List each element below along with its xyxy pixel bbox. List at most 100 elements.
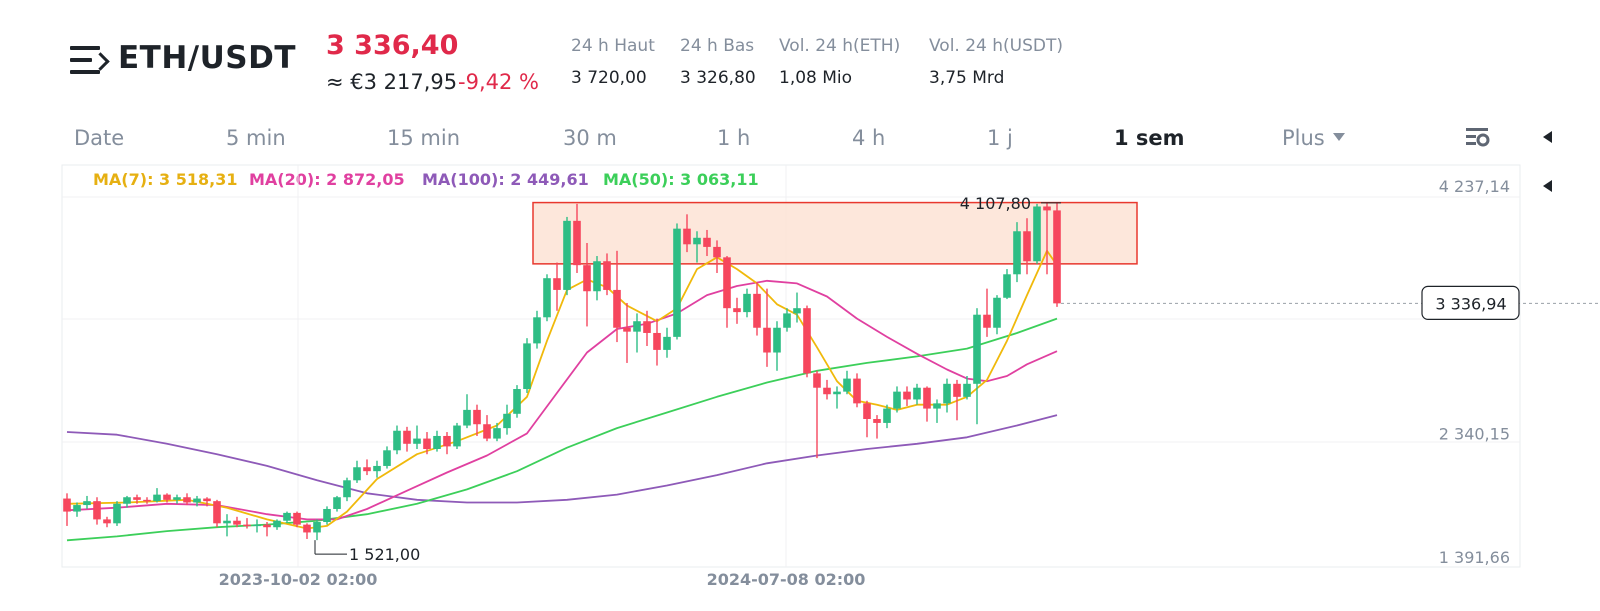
candle <box>433 430 441 452</box>
candle-body <box>213 501 221 524</box>
tab-plus[interactable]: Plus <box>1282 126 1345 150</box>
candle-body <box>63 498 71 512</box>
candle-body <box>543 278 551 318</box>
candle-body <box>1013 231 1021 275</box>
candle <box>263 522 271 537</box>
candle <box>653 318 661 366</box>
candle-body <box>283 512 291 521</box>
candle <box>363 459 371 476</box>
candle-body <box>813 373 821 388</box>
candle-body <box>603 261 611 290</box>
candle <box>593 256 601 301</box>
candle-body <box>523 343 531 390</box>
candle-body <box>513 389 521 414</box>
price-change: -9,42 % <box>458 70 539 94</box>
candle <box>903 386 911 406</box>
candle-body <box>253 524 261 527</box>
candle <box>673 223 681 340</box>
candle-body <box>593 261 601 292</box>
candle <box>633 313 641 353</box>
stat-label-high: 24 h Haut <box>571 36 655 56</box>
candle-body <box>743 293 751 313</box>
candle <box>723 256 731 328</box>
candle-body <box>753 293 761 328</box>
candle-body <box>243 524 251 527</box>
candle-body <box>663 336 671 350</box>
candle <box>473 404 481 436</box>
candle-body <box>103 519 111 524</box>
candle <box>543 274 551 322</box>
candle-body <box>613 289 621 328</box>
candle-body <box>1033 206 1041 262</box>
candle-body <box>863 403 871 420</box>
candle <box>833 386 841 409</box>
candle-body <box>203 498 211 502</box>
candle <box>793 292 801 323</box>
candle-body <box>413 438 421 444</box>
candle-body <box>483 424 491 439</box>
chart-settings-icon[interactable] <box>1464 125 1492 149</box>
candle-body <box>373 465 381 472</box>
tab-plus-label: Plus <box>1282 126 1325 150</box>
x-tick-label: 2024-07-08 02:00 <box>707 570 866 589</box>
candle <box>1003 269 1011 300</box>
candle-body <box>313 522 321 533</box>
eur-price: ≈ €3 217,95 <box>326 70 458 94</box>
candle-body <box>383 450 391 466</box>
menu-icon[interactable] <box>70 46 110 76</box>
candle-body <box>553 278 561 290</box>
candle <box>813 370 821 459</box>
candle <box>983 288 991 337</box>
candle <box>773 321 781 371</box>
collapse-arrow-icon[interactable] <box>1543 131 1552 143</box>
candle-body <box>1003 274 1011 298</box>
candle <box>663 327 671 358</box>
candle-body <box>143 499 151 502</box>
candle-body <box>403 430 411 444</box>
candle <box>973 308 981 425</box>
candle-body <box>733 308 741 313</box>
candle-body <box>993 297 1001 328</box>
stat-label-vol-usdt: Vol. 24 h(USDT) <box>929 36 1064 56</box>
candle <box>863 400 871 438</box>
candle-body <box>123 497 131 504</box>
candle-body <box>913 387 921 400</box>
candle-body <box>853 378 861 404</box>
candle <box>963 375 971 400</box>
candle <box>173 494 181 504</box>
candle-body <box>263 524 271 528</box>
tab-15min[interactable]: 15 min <box>387 126 460 150</box>
tab-1h[interactable]: 1 h <box>717 126 751 150</box>
candle-body <box>73 505 81 512</box>
candle-body <box>273 520 281 528</box>
collapse-arrow-icon-2[interactable] <box>1543 180 1552 192</box>
candle-body <box>423 438 431 449</box>
candle-body <box>153 494 161 502</box>
tab-5min[interactable]: 5 min <box>226 126 286 150</box>
candle <box>573 203 581 273</box>
annotations: 4 107,80 1 521,00 3 336,94 <box>314 194 1600 564</box>
candle-body <box>333 497 341 509</box>
candle <box>233 516 241 528</box>
candle-body <box>473 409 481 425</box>
tab-4h[interactable]: 4 h <box>852 126 886 150</box>
tab-30m[interactable]: 30 m <box>563 126 617 150</box>
candle <box>873 415 881 439</box>
candle <box>213 499 221 528</box>
pair-title: ETH/USDT <box>118 40 296 76</box>
candle <box>783 308 791 332</box>
candle-body <box>1023 231 1031 262</box>
candle-body <box>573 220 581 266</box>
tab-1sem[interactable]: 1 sem <box>1114 126 1185 150</box>
tab-date[interactable]: Date <box>74 126 125 150</box>
candle-body <box>353 467 361 481</box>
candle <box>503 404 511 435</box>
candle <box>93 497 101 525</box>
candle-body <box>303 524 311 533</box>
tab-1j[interactable]: 1 j <box>987 126 1013 150</box>
candle <box>113 501 121 526</box>
candle <box>843 370 851 395</box>
candle <box>703 229 711 257</box>
candle <box>683 214 691 253</box>
